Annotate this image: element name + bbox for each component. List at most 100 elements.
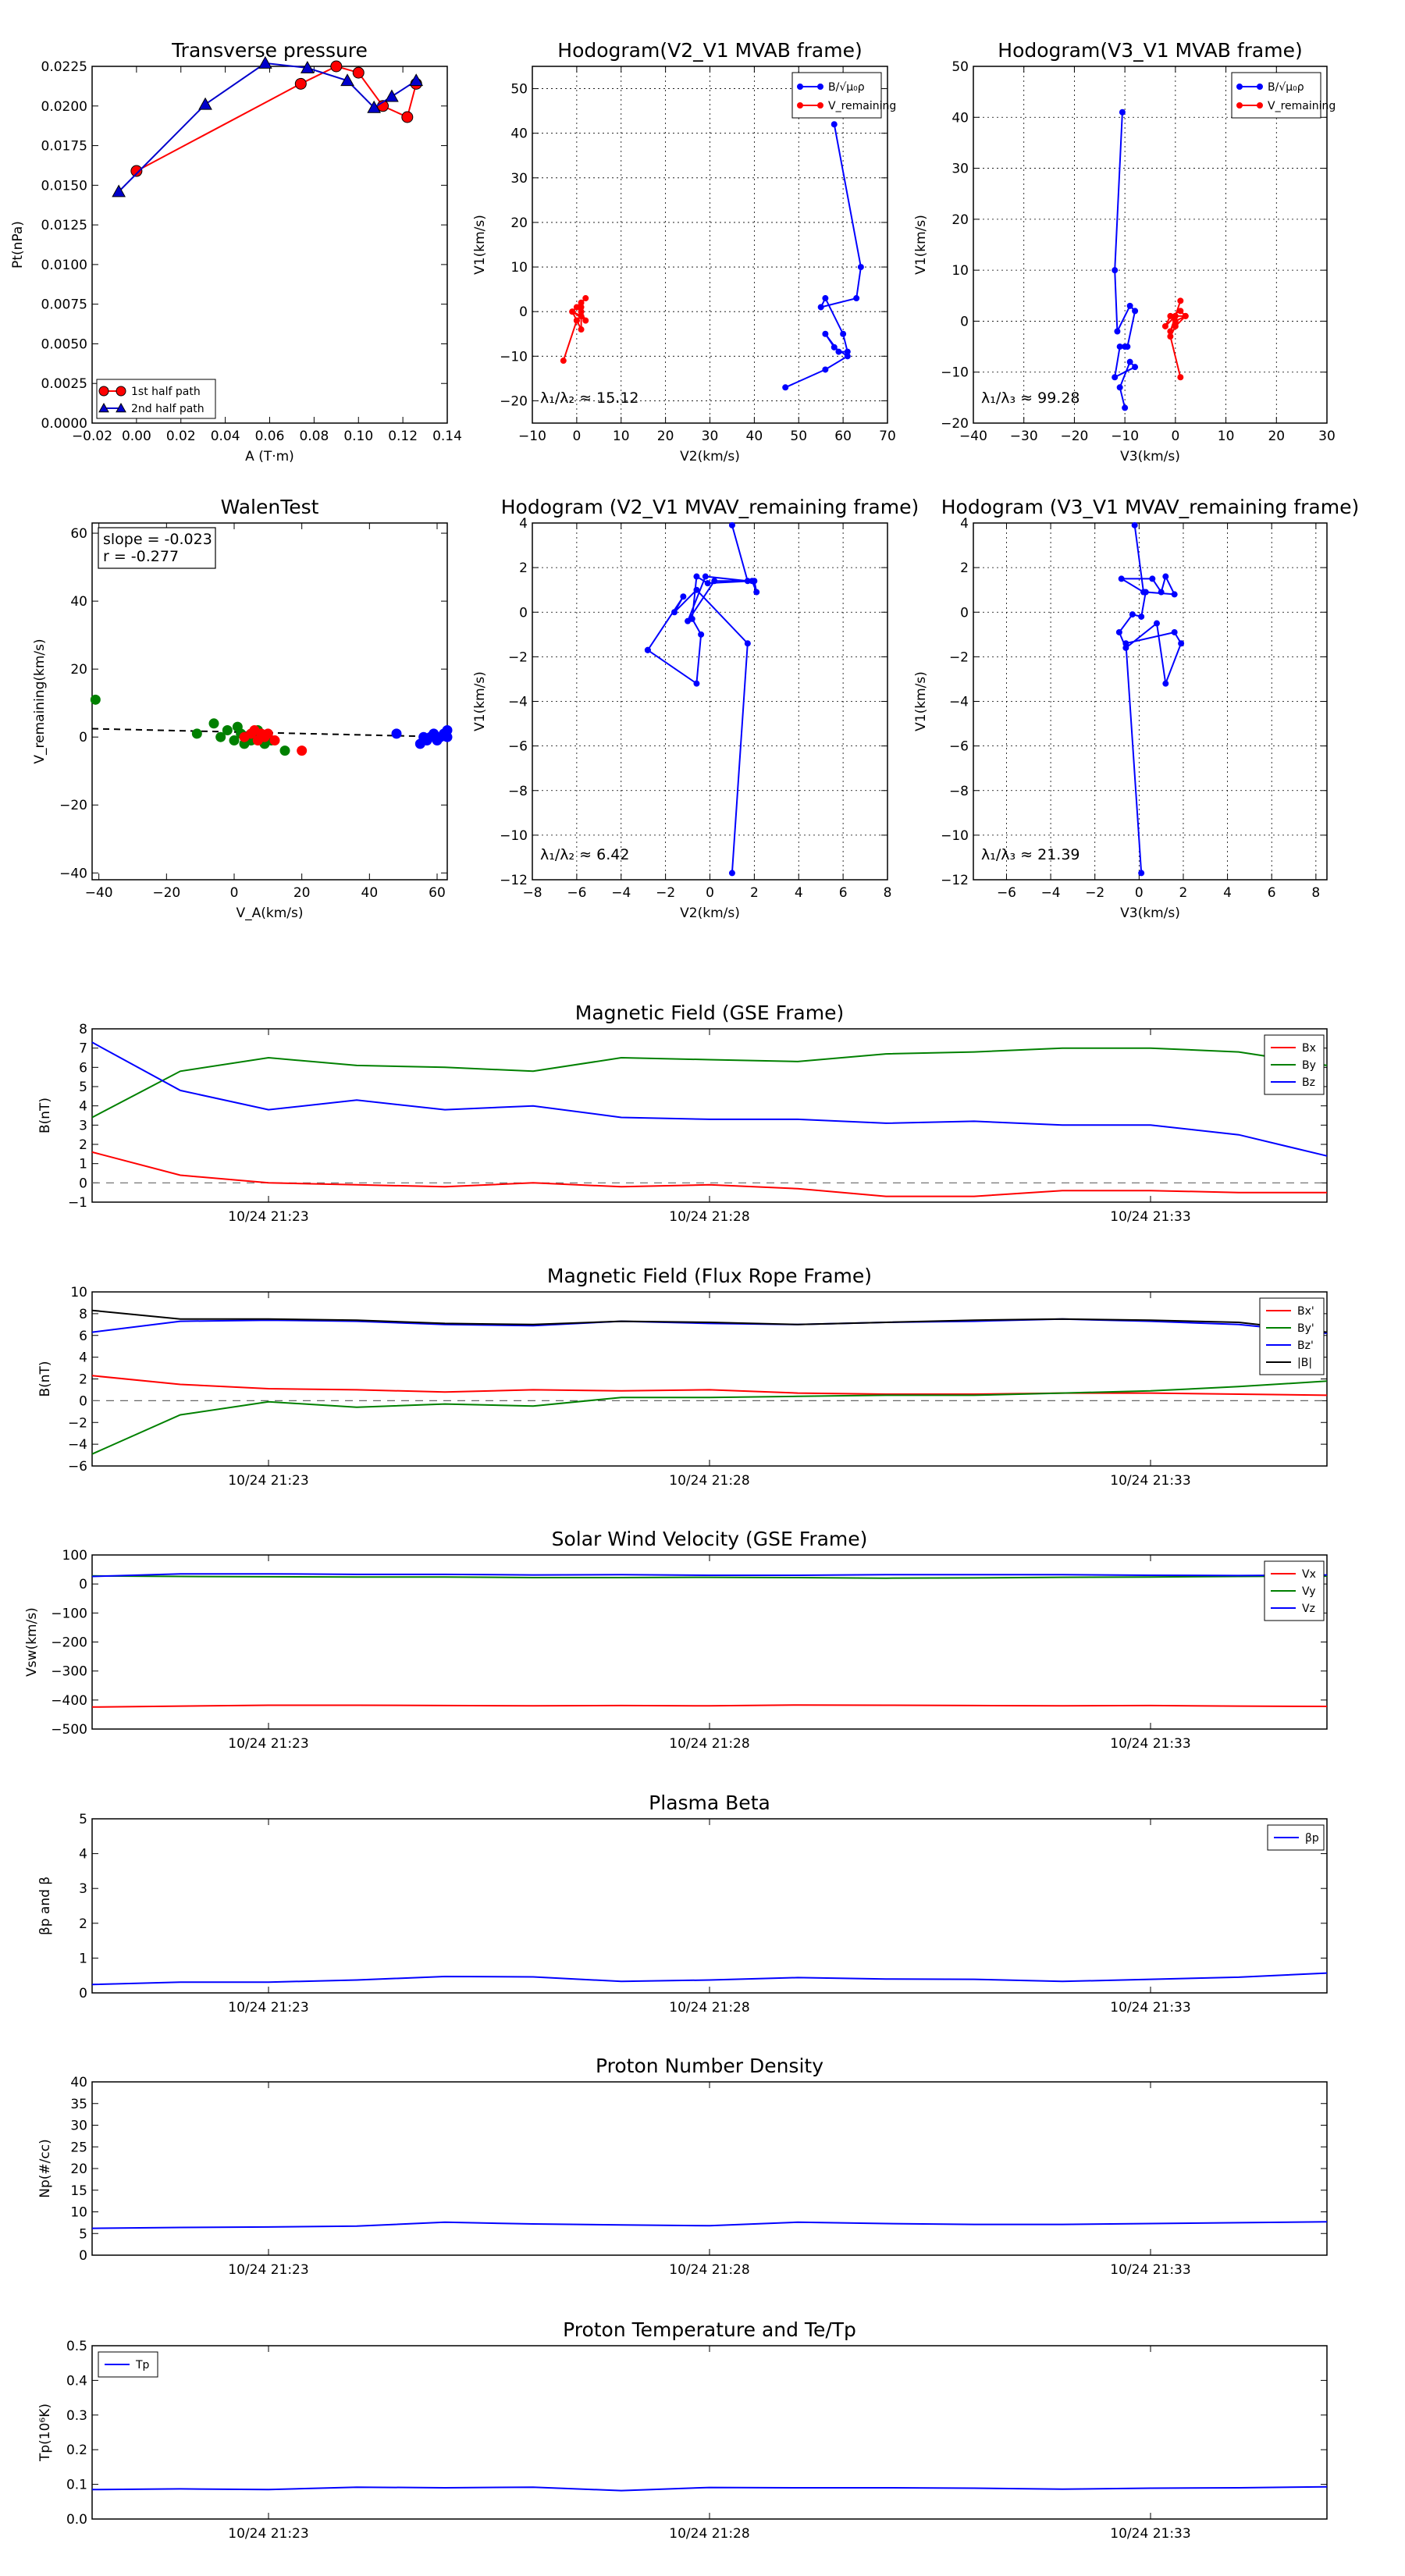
x-tick-label: −20	[1060, 429, 1088, 444]
panel-11: Proton Temperature and Te/Tp Tp(10⁶K) 0.0 0…	[37, 2318, 1328, 2542]
y-axis-label: Np(#/cc)	[37, 2139, 53, 2197]
legend-entry: |B|	[1297, 1357, 1312, 1369]
data-point	[401, 111, 414, 123]
data-point	[698, 631, 705, 638]
x-tick-label: 0.02	[166, 429, 196, 444]
x-tick-label: 10/24 21:23	[228, 2000, 308, 2016]
legend-marker	[98, 402, 109, 413]
y-tick-label: 2	[960, 560, 969, 576]
y-tick-label: 30	[951, 162, 969, 177]
series-line	[91, 1318, 1328, 1334]
y-axis-label: V1(km/s)	[472, 215, 488, 275]
axes-frame	[91, 522, 448, 881]
data-point	[744, 640, 751, 647]
panel-2: Hodogram(V3_V1 MVAB frame) V1(km/s) V3(km/…	[913, 39, 1336, 464]
panel-6: Magnetic Field (GSE Frame) B(nT) −1 0 1 2 3 4 5 6…	[37, 1002, 1328, 1225]
legend-marker	[1257, 102, 1263, 109]
series-line	[91, 1151, 1327, 1197]
y-tick-label: 30	[510, 171, 528, 187]
data-point	[688, 615, 695, 622]
legend-entry: Bz	[1302, 1076, 1315, 1089]
eigen-ratio-label: λ₁/λ₂ ≈ 6.42	[540, 846, 629, 863]
legend-marker	[797, 102, 803, 109]
data-point	[130, 165, 143, 177]
data-point	[1126, 302, 1133, 309]
x-tick-label: −4	[1041, 885, 1061, 901]
data-point	[569, 308, 576, 315]
x-tick-label: 10/24 21:33	[1110, 2262, 1190, 2278]
x-tick-label: −2	[1085, 885, 1104, 901]
data-point	[229, 735, 240, 746]
x-tick-label: −2	[656, 885, 675, 901]
legend-marker	[817, 102, 823, 109]
data-point	[297, 745, 308, 756]
y-tick-label: 50	[510, 82, 528, 98]
y-tick-label: 60	[70, 526, 87, 542]
legend-marker	[116, 386, 126, 397]
y-tick-label: 5	[79, 1080, 87, 1095]
data-point	[1138, 613, 1145, 620]
stats-line: slope = -0.023	[103, 531, 212, 548]
y-tick-label: 5	[79, 2226, 87, 2242]
y-tick-label: 0.0125	[41, 218, 87, 233]
y-tick-label: −4	[68, 1437, 87, 1453]
data-point	[1167, 312, 1174, 319]
data-point	[671, 609, 678, 616]
panel-8: Solar Wind Velocity (GSE Frame) Vsw(km/s)…	[24, 1528, 1328, 1752]
y-tick-label: 0.2	[66, 2443, 87, 2458]
y-tick-label: 0.0100	[41, 258, 87, 273]
data-point	[1177, 297, 1184, 304]
y-axis-label: Pt(nPa)	[10, 221, 26, 269]
y-tick-label: 0.0175	[41, 139, 87, 155]
x-tick-label: −4	[611, 885, 631, 901]
y-tick-label: 20	[951, 212, 969, 228]
y-tick-label: 0	[79, 1577, 87, 1592]
x-tick-label: 2	[1179, 885, 1188, 901]
panel-10: Proton Number Density Np(#/cc) 0 5 10 15 20 25 3…	[37, 2055, 1328, 2278]
y-tick-label: −20	[500, 393, 528, 409]
data-point	[680, 593, 687, 600]
x-tick-label: 0	[1171, 429, 1179, 444]
data-point	[782, 384, 789, 391]
x-tick-label: 10/24 21:28	[669, 2262, 749, 2278]
data-point	[1161, 322, 1168, 329]
x-axis-label: V_A(km/s)	[236, 906, 303, 921]
data-point	[693, 586, 700, 593]
data-point	[840, 330, 847, 337]
legend-marker	[1236, 84, 1243, 90]
data-point	[215, 731, 226, 742]
x-tick-label: 70	[879, 429, 896, 444]
x-tick-label: 10/24 21:33	[1110, 1473, 1190, 1489]
panel-5: Hodogram (V3_V1 MVAV_remaining frame) V1(…	[913, 496, 1359, 921]
x-tick-label: 10	[1218, 429, 1235, 444]
data-point	[1129, 611, 1136, 618]
y-tick-label: 0	[519, 304, 528, 320]
data-point	[560, 358, 567, 365]
data-point	[1112, 374, 1119, 381]
data-point	[728, 870, 735, 877]
data-point	[1132, 308, 1139, 315]
y-tick-label: 0	[960, 605, 969, 621]
x-tick-label: −20	[152, 885, 180, 901]
data-point	[1116, 384, 1123, 391]
axes-frame	[91, 2081, 1328, 2256]
y-tick-label: 6	[79, 1060, 87, 1076]
legend-entry: B/√μ₀ρ	[1268, 81, 1304, 94]
series-line	[136, 65, 418, 172]
data-point	[1158, 589, 1165, 596]
panel-title: Magnetic Field (GSE Frame)	[575, 1002, 844, 1024]
x-tick-label: 4	[795, 885, 803, 901]
y-tick-label: 2	[79, 1137, 87, 1153]
legend-entry: 2nd half path	[131, 403, 205, 415]
y-tick-label: −10	[941, 365, 969, 381]
data-point	[1115, 628, 1122, 635]
x-tick-label: −6	[567, 885, 586, 901]
series-line	[784, 124, 862, 389]
x-tick-label: 0.06	[255, 429, 285, 444]
y-tick-label: 7	[79, 1041, 87, 1057]
x-tick-label: 10/24 21:28	[669, 2526, 749, 2542]
panel-3: WalenTest V_remaining(km/s) V_A(km/s) −40 −2…	[32, 496, 453, 921]
y-axis-label: βp and β	[37, 1877, 53, 1935]
x-tick-label: 10/24 21:33	[1110, 1209, 1190, 1225]
